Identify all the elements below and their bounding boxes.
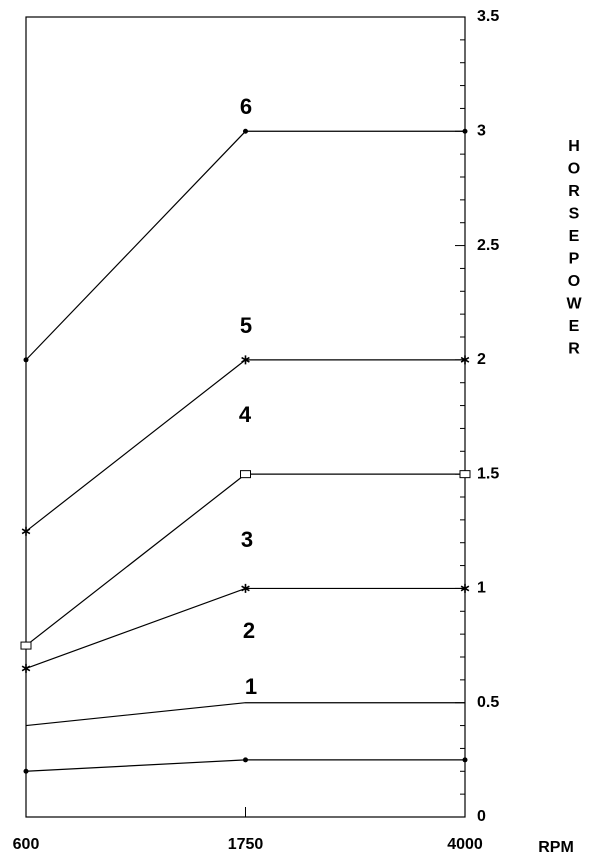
point — [462, 128, 468, 134]
point — [240, 470, 251, 479]
point — [462, 757, 468, 763]
y-tick-label: 3 — [477, 123, 486, 140]
point — [241, 583, 250, 593]
annotation: 3 — [241, 527, 253, 552]
y-tick-label: 2 — [477, 351, 486, 368]
annotation: 6 — [240, 94, 252, 119]
series-line — [25, 359, 465, 532]
point — [21, 526, 31, 536]
point — [460, 583, 470, 593]
y-tick-label: 0.5 — [477, 694, 499, 711]
point — [241, 355, 250, 365]
point — [23, 357, 29, 363]
annotation: 4 — [239, 402, 252, 427]
annotation: 5 — [240, 313, 252, 338]
annotation: 2 — [243, 618, 255, 643]
x-tick-label: 600 — [13, 836, 40, 853]
point — [21, 663, 31, 673]
point — [243, 757, 248, 763]
y-tick-label: 3.5 — [477, 8, 499, 25]
point — [243, 128, 248, 134]
y-tick-label: 1 — [477, 580, 486, 597]
point — [459, 470, 471, 479]
y-tick-label: 2.5 — [477, 237, 499, 254]
point — [460, 355, 470, 365]
x-tick-label: 4000 — [447, 836, 483, 853]
y-tick-label: 0 — [477, 808, 486, 825]
y-tick-label: 1.5 — [477, 465, 499, 482]
point — [23, 768, 29, 774]
annotation: 1 — [245, 674, 257, 699]
series-line — [25, 702, 465, 727]
point — [20, 641, 32, 650]
x-tick-label: 1750 — [228, 836, 264, 853]
x-axis-label: RPM — [538, 839, 574, 856]
